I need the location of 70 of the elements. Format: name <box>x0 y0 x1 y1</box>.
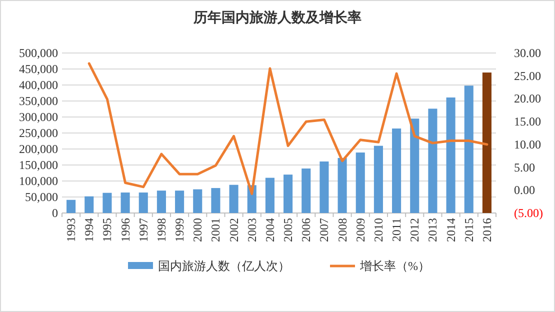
y2-tick-label: (5.00) <box>514 206 543 220</box>
line-series <box>88 62 488 196</box>
x-tick-label: 2006 <box>299 218 314 242</box>
bar <box>84 196 94 213</box>
bar <box>66 200 76 213</box>
bar <box>193 189 202 213</box>
x-tick-label: 2014 <box>444 218 458 242</box>
bar <box>446 97 456 213</box>
x-tick-label: 2013 <box>426 218 440 242</box>
y-tick-label: 400,000 <box>19 78 58 92</box>
y2-tick-label: 0.00 <box>514 183 535 198</box>
bar <box>211 188 220 213</box>
x-tick-label: 2001 <box>208 218 223 242</box>
bar <box>284 174 293 213</box>
bar <box>229 184 238 213</box>
x-tick-label: 2015 <box>462 218 476 242</box>
y-tick-label: 50,000 <box>25 190 58 204</box>
bar <box>156 190 166 213</box>
x-tick-label: 1997 <box>136 218 150 242</box>
x-tick-label: 2016 <box>480 218 494 242</box>
y2-tick-label: 25.00 <box>514 68 541 83</box>
chart-title: 历年国内旅游人数及增长率 <box>192 9 362 26</box>
bar <box>175 190 184 213</box>
y-tick-label: 250,000 <box>19 126 58 140</box>
x-tick-label: 2004 <box>262 218 277 242</box>
x-tick-label: 2010 <box>371 218 386 242</box>
y-tick-label: 100,000 <box>19 174 58 188</box>
x-tick-label: 2000 <box>190 218 205 242</box>
bar <box>102 192 112 213</box>
x-tick-label: 2003 <box>244 218 259 242</box>
bar <box>428 108 438 213</box>
bar <box>374 146 383 213</box>
bar <box>320 161 329 213</box>
bar <box>338 158 347 213</box>
bar <box>410 118 420 213</box>
x-tick-label: 2002 <box>226 218 241 242</box>
x-tick-label: 2008 <box>335 218 350 242</box>
y-tick-label: 350,000 <box>19 94 58 108</box>
y-tick-label: 500,000 <box>19 46 58 60</box>
bar <box>120 192 130 213</box>
y2-tick-label: 10.00 <box>514 137 541 152</box>
x-tick-label: 1994 <box>82 218 96 242</box>
y2-tick-label: 5.00 <box>514 160 535 174</box>
x-tick-label: 2007 <box>317 218 332 242</box>
x-tick-label: 2011 <box>390 218 404 242</box>
bar <box>356 152 365 213</box>
y2-tick-label: 30.00 <box>514 46 541 60</box>
y-tick-label: 450,000 <box>19 62 58 76</box>
bar <box>302 168 311 213</box>
x-tick-label: 1993 <box>64 218 78 242</box>
legend-label: 国内旅游人数（亿人次） <box>158 259 290 273</box>
bar <box>138 192 148 213</box>
legend-label: 增长率（%） <box>359 259 430 273</box>
y-tick-label: 150,000 <box>19 158 58 172</box>
y2-tick-label: 15.00 <box>514 114 541 129</box>
bar <box>392 128 402 213</box>
y2-tick-label: 20.00 <box>514 92 541 106</box>
x-tick-label: 2012 <box>408 218 422 242</box>
x-tick-label: 1995 <box>100 218 114 242</box>
x-tick-label: 2009 <box>353 218 368 242</box>
x-tick-label: 1998 <box>154 218 168 242</box>
y-tick-label: 300,000 <box>19 110 58 124</box>
x-tick-label: 1999 <box>172 218 187 242</box>
bar <box>482 72 492 213</box>
bar <box>265 178 274 213</box>
y-tick-label: 0 <box>52 206 58 220</box>
x-tick-label: 2005 <box>281 218 296 242</box>
y-tick-label: 200,000 <box>19 142 58 156</box>
x-tick-label: 1996 <box>118 218 132 242</box>
bar <box>464 86 474 213</box>
